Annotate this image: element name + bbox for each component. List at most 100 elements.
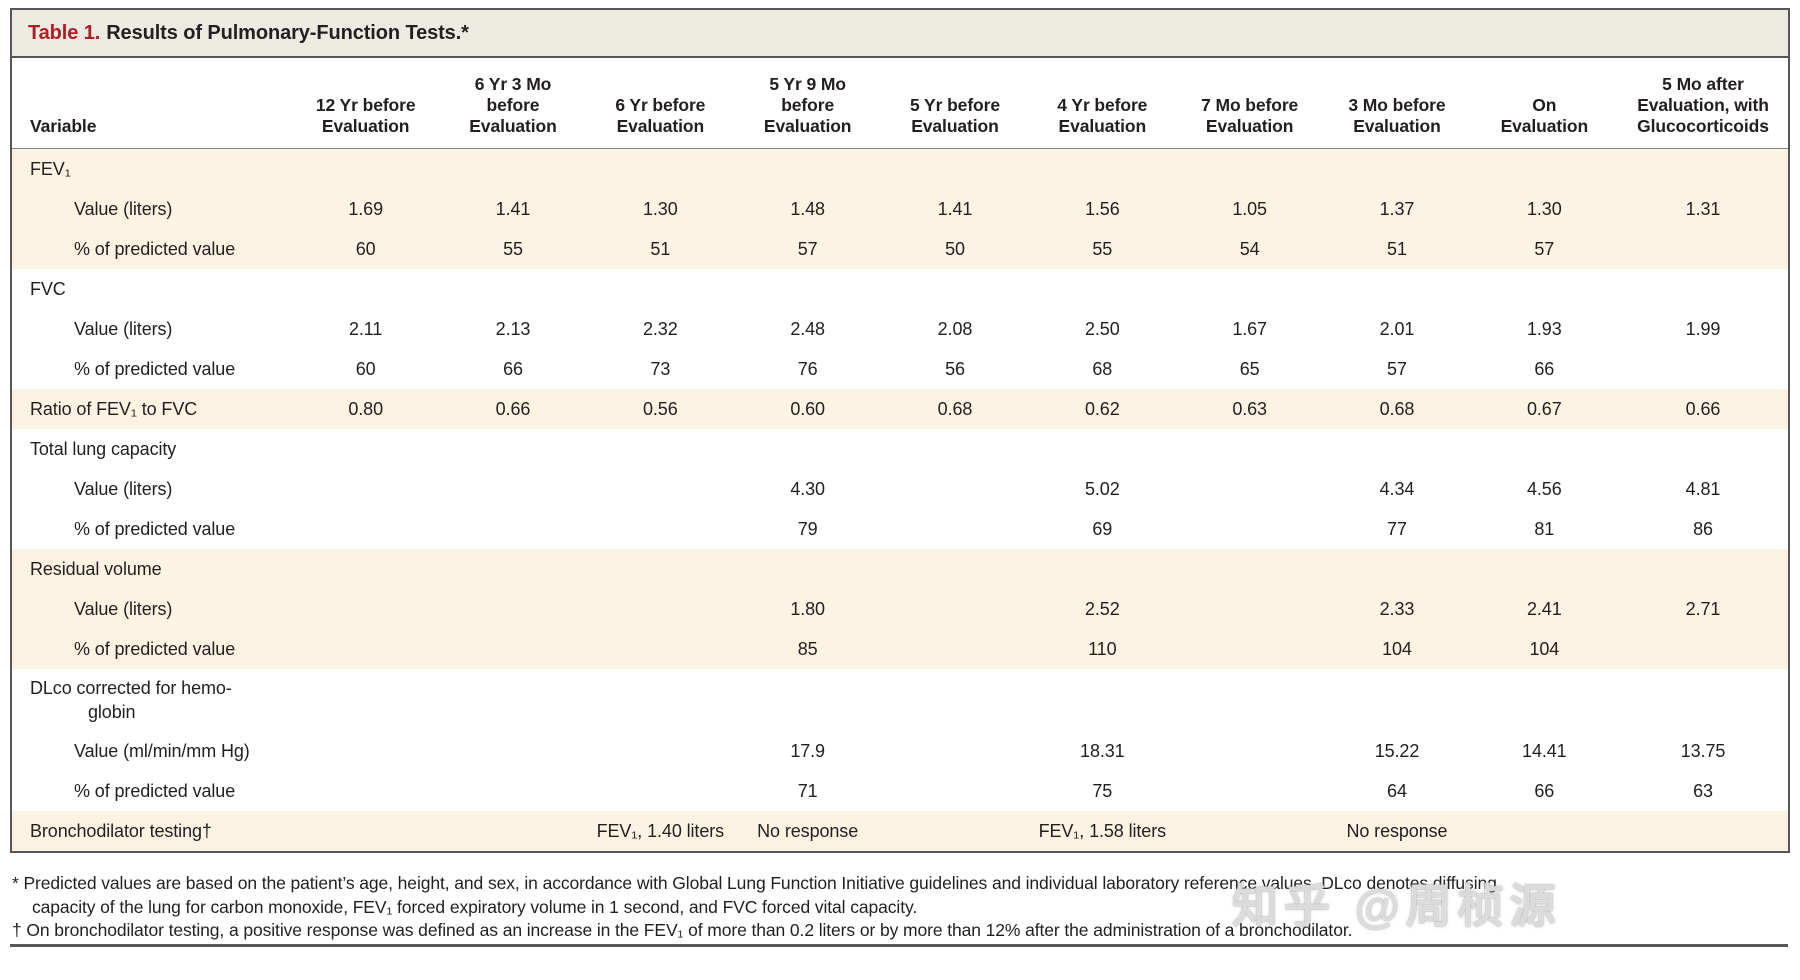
table-cell: 0.67 [1526, 398, 1562, 419]
table-cell [439, 811, 586, 851]
table-cell [439, 429, 586, 469]
table-cell: 4.30 [790, 478, 825, 499]
table-cell [1618, 549, 1788, 589]
table-cell [881, 669, 1028, 731]
table-cell [1618, 149, 1788, 190]
table-cell: 68 [1092, 358, 1113, 379]
table-cell [881, 771, 1028, 811]
table-cell: 79 [797, 518, 818, 539]
table-cell [1618, 629, 1788, 669]
table-cell [439, 771, 586, 811]
table-cell: 77 [1387, 518, 1407, 539]
column-header: 5 Yr 9 Mo before Evaluation [733, 58, 882, 149]
table-cell: 5.02 [1084, 478, 1120, 499]
table-row: Bronchodilator testing† FEV₁, 1.40 liters… [12, 811, 1788, 851]
column-header: 5 Yr before Evaluation [881, 58, 1029, 149]
table-cell [1176, 509, 1323, 549]
row-label: Value (liters) [74, 598, 173, 619]
table-cell: 1.80 [790, 598, 825, 619]
table-title-number: Table 1. [28, 22, 101, 44]
table-cell [587, 771, 734, 811]
column-header: 7 Mo before Evaluation [1175, 58, 1324, 149]
table-cell: 2.13 [495, 318, 531, 339]
table-cell [292, 811, 439, 851]
table-cell: 2.52 [1084, 598, 1120, 619]
table-cell [1323, 549, 1470, 589]
table-cell: 1.67 [1232, 318, 1267, 339]
table-cell [587, 509, 734, 549]
table-row: % of predicted value 79 69 77 81 86 [12, 509, 1788, 549]
table-cell [292, 429, 439, 469]
table-cell: 0.60 [790, 398, 825, 419]
table-cell: 1.31 [1685, 198, 1721, 219]
column-header: 5 Mo after Evaluation, with Glucocortico… [1618, 58, 1788, 149]
table-cell [587, 589, 734, 629]
table-cell [292, 669, 439, 731]
table-cell [587, 149, 734, 190]
table-cell [587, 731, 734, 771]
table-cell: 1.56 [1084, 198, 1120, 219]
table-cell: 1.99 [1685, 318, 1721, 339]
table-title: Table 1. Results of Pulmonary-Function Te… [12, 10, 1788, 58]
table-cell: 14.41 [1522, 740, 1567, 761]
table-row: % of predicted value 85 110 104 104 [12, 629, 1788, 669]
table-cell: 65 [1239, 358, 1260, 379]
row-label: % of predicted value [74, 638, 236, 659]
table-cell: 64 [1387, 780, 1407, 801]
table-row: Value (liters) 4.30 5.02 4.34 4.56 4.81 [12, 469, 1788, 509]
table-cell [1029, 549, 1176, 589]
table-cell: 1.05 [1232, 198, 1267, 219]
table-cell: 18.31 [1080, 740, 1125, 761]
table-cell [1323, 429, 1470, 469]
row-label: % of predicted value [74, 780, 236, 801]
table-cell: 17.9 [790, 740, 825, 761]
table-cell [1176, 811, 1323, 851]
table-cell [1029, 669, 1176, 731]
table-cell [292, 269, 439, 309]
table-cell: 0.80 [348, 398, 383, 419]
table-cell [292, 589, 439, 629]
row-label: FVC [30, 278, 66, 299]
table-cell [1471, 429, 1618, 469]
table-cell [881, 811, 1028, 851]
table-cell [1029, 269, 1176, 309]
row-label: Bronchodilator testing† [30, 820, 212, 841]
table-cell [1471, 669, 1618, 731]
column-header: On Evaluation [1470, 58, 1618, 149]
table-cell: 4.56 [1526, 478, 1562, 499]
table-cell [439, 149, 586, 190]
table-cell: 63 [1693, 780, 1713, 801]
row-label: Value (ml/min/mm Hg) [74, 740, 250, 761]
table-row: FVC [12, 269, 1788, 309]
table-cell: 81 [1534, 518, 1555, 539]
table-cell: 13.75 [1680, 740, 1726, 761]
column-header: 4 Yr before Evaluation [1028, 58, 1176, 149]
table-cell [1176, 549, 1323, 589]
table-cell [292, 149, 439, 190]
table-row: Value (liters) 1.69 1.41 1.30 1.48 1.41 1.56 1.… [12, 189, 1788, 229]
table-cell: 55 [1092, 238, 1113, 259]
table-cell: 1.30 [643, 198, 678, 219]
table-cell [292, 469, 439, 509]
table-cell: 76 [797, 358, 818, 379]
table-row: Ratio of FEV₁ to FVC 0.80 0.66 0.56 0.60 0.68… [12, 389, 1788, 429]
table-cell [1176, 269, 1323, 309]
table-cell [439, 509, 586, 549]
table-cell: 71 [797, 780, 818, 801]
table-cell: 57 [1534, 238, 1555, 259]
table-cell [881, 469, 1028, 509]
row-label: FEV₁ [30, 158, 71, 179]
table-cell: 2.08 [937, 318, 973, 339]
table-cell: 50 [945, 238, 965, 259]
table-cell [1618, 811, 1788, 851]
row-label: Ratio of FEV₁ to FVC [30, 398, 198, 419]
table-cell [439, 589, 586, 629]
table-cell [734, 269, 881, 309]
table-cell [1618, 269, 1788, 309]
table-cell [1618, 229, 1788, 269]
table-cell: 66 [503, 358, 523, 379]
table-cell [734, 149, 881, 190]
table-cell [734, 669, 881, 731]
table-cell: 15.22 [1374, 740, 1420, 761]
table-cell [439, 469, 586, 509]
